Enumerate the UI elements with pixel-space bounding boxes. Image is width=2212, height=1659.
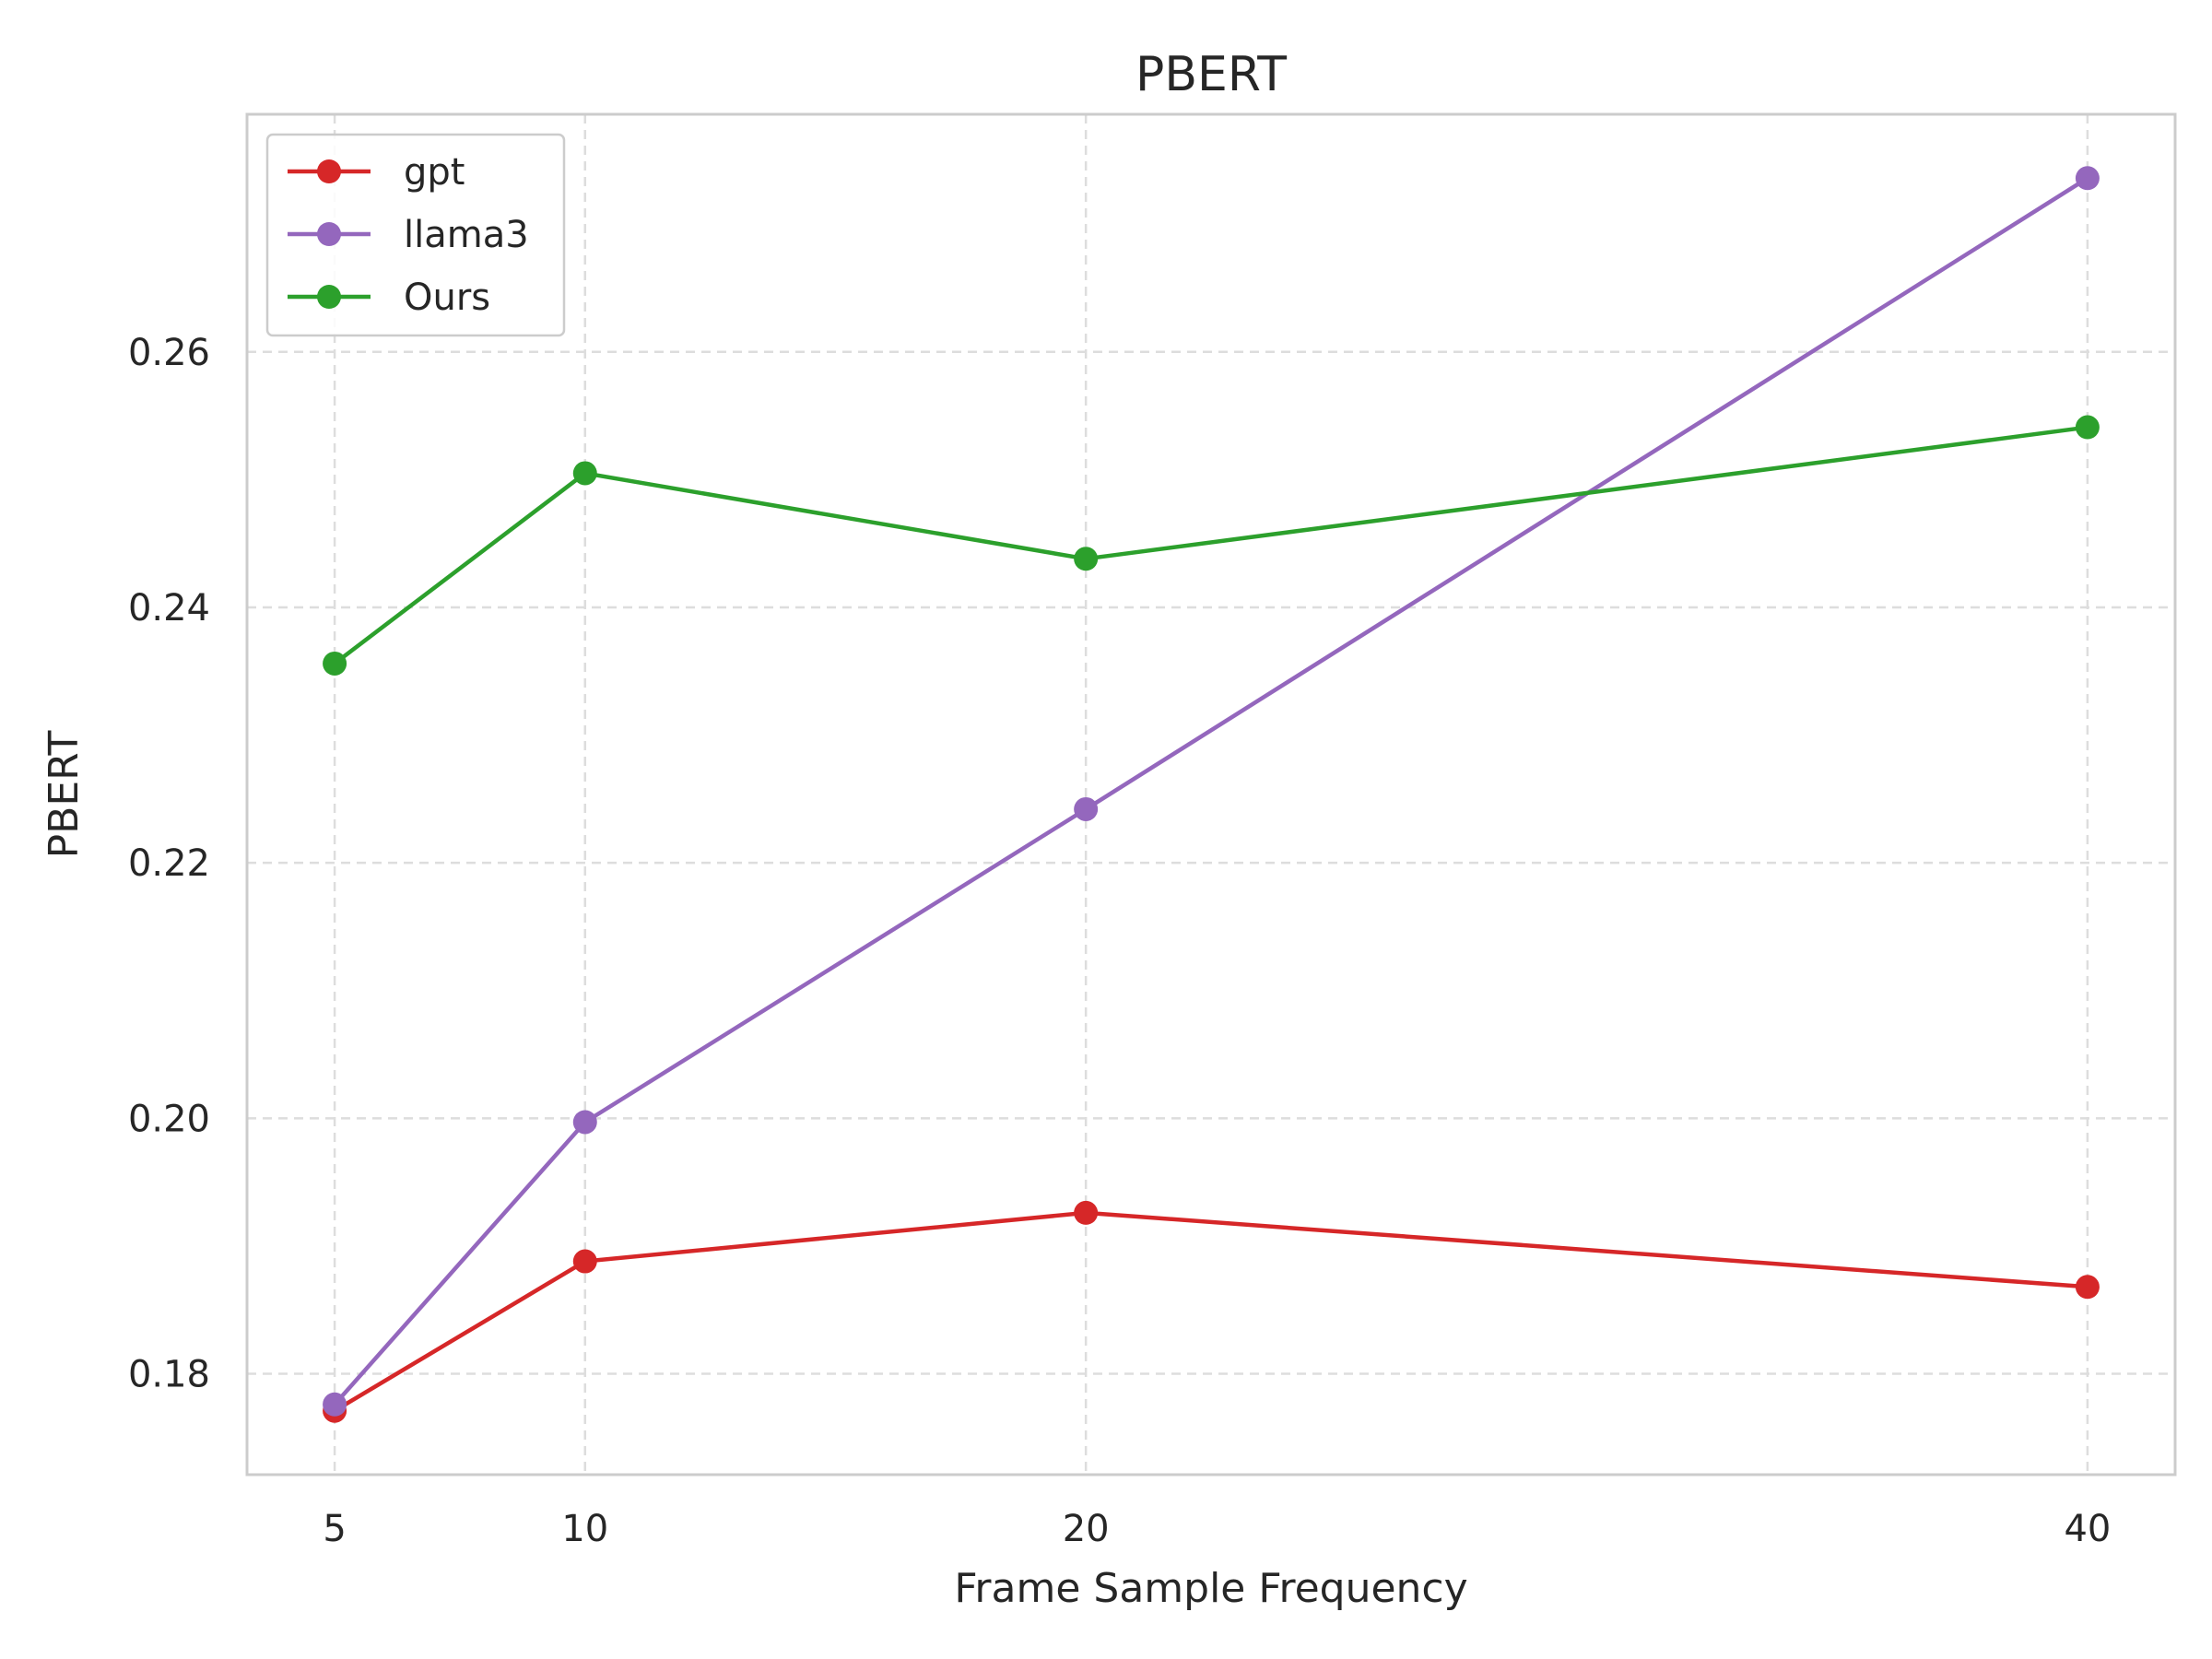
data-point-Ours: [572, 461, 597, 486]
data-point-Ours: [2075, 415, 2100, 440]
legend-marker: [317, 222, 341, 246]
legend-item-llama3: llama3: [288, 214, 529, 256]
y-tick-label: 0.20: [128, 1098, 210, 1140]
data-point-Ours: [323, 651, 347, 676]
x-tick-label: 40: [2064, 1508, 2111, 1550]
data-point-llama3: [572, 1110, 597, 1135]
legend-label: llama3: [404, 214, 529, 256]
legend-box: [265, 133, 566, 337]
grid: [247, 114, 2175, 1475]
legend-marker: [317, 159, 341, 183]
series-Ours: [323, 415, 2100, 676]
data-point-gpt: [1074, 1200, 1099, 1225]
series-line-gpt: [333, 1210, 2088, 1413]
data-point-Ours: [1074, 547, 1099, 571]
x-tick-label: 10: [561, 1508, 608, 1550]
tick-labels: 5 10 20 40 0.18 0.20 0.22 0.24 0.26: [128, 332, 2111, 1550]
plot-area: [245, 112, 2177, 1477]
series-gpt: [323, 1200, 2100, 1423]
y-tick-label: 0.26: [128, 332, 210, 374]
data-point-llama3: [323, 1392, 347, 1417]
data-point-gpt: [572, 1249, 597, 1274]
legend-item-gpt: gpt: [288, 151, 465, 194]
data-point-llama3: [1074, 796, 1099, 821]
y-tick-label: 0.22: [128, 842, 210, 885]
data-point-gpt: [2075, 1275, 2100, 1300]
series-line-Ours: [333, 425, 2088, 665]
series-group: [323, 166, 2100, 1423]
chart-title: PBERT: [1135, 47, 1287, 102]
series-llama3: [323, 166, 2100, 1417]
y-axis-label: PBERT: [41, 731, 88, 859]
x-tick-label: 20: [1063, 1508, 1110, 1550]
legend-label: gpt: [404, 151, 465, 194]
legend-item-Ours: Ours: [288, 276, 490, 319]
x-axis-label: Frame Sample Frequency: [954, 1565, 1467, 1612]
legend-marker: [317, 285, 341, 309]
y-tick-label: 0.24: [128, 587, 210, 629]
legend: gpt llama3 Ours: [265, 133, 566, 337]
y-tick-label: 0.18: [128, 1354, 210, 1396]
data-point-llama3: [2075, 166, 2100, 191]
legend-label: Ours: [404, 276, 490, 319]
x-tick-label: 5: [323, 1508, 346, 1550]
